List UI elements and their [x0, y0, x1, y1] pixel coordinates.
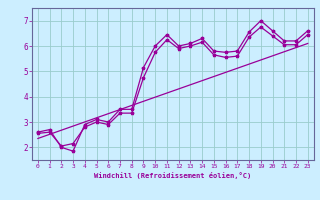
X-axis label: Windchill (Refroidissement éolien,°C): Windchill (Refroidissement éolien,°C) — [94, 172, 252, 179]
